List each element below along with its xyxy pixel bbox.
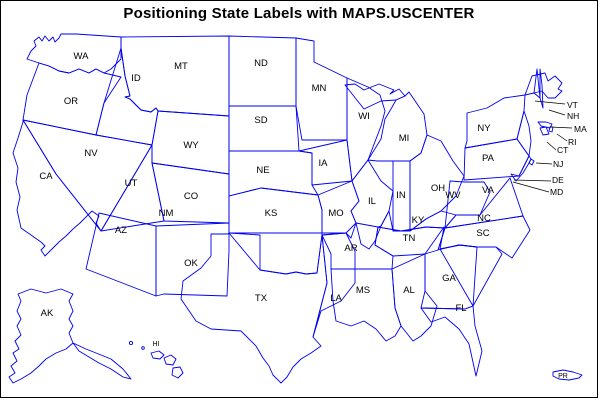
svg-text:MD: MD (550, 187, 563, 197)
svg-text:NE: NE (256, 165, 269, 176)
svg-text:RI: RI (568, 137, 577, 147)
svg-text:SD: SD (254, 115, 267, 126)
svg-text:HI: HI (153, 341, 160, 348)
svg-text:OH: OH (431, 183, 445, 194)
svg-text:MT: MT (174, 61, 188, 72)
svg-text:WV: WV (445, 190, 461, 201)
svg-text:ND: ND (254, 58, 268, 69)
svg-text:LA: LA (330, 293, 342, 304)
svg-text:VA: VA (482, 185, 495, 196)
svg-text:IA: IA (319, 158, 329, 169)
svg-text:SC: SC (476, 228, 489, 239)
svg-text:AL: AL (403, 285, 415, 296)
svg-text:CA: CA (39, 171, 53, 182)
svg-text:OK: OK (184, 258, 198, 269)
svg-text:PA: PA (482, 153, 495, 164)
svg-text:CO: CO (184, 191, 198, 202)
svg-text:GA: GA (442, 273, 456, 284)
svg-text:AR: AR (344, 243, 357, 254)
svg-text:AZ: AZ (115, 225, 127, 236)
svg-text:KY: KY (412, 215, 425, 226)
svg-text:TX: TX (255, 293, 268, 304)
svg-text:NC: NC (477, 213, 491, 224)
svg-text:MA: MA (574, 124, 587, 134)
svg-text:NH: NH (567, 111, 579, 121)
svg-text:MI: MI (399, 133, 410, 144)
svg-text:KS: KS (265, 208, 278, 219)
svg-text:OR: OR (64, 96, 78, 107)
svg-text:MO: MO (328, 208, 343, 219)
svg-text:NJ: NJ (553, 159, 563, 169)
svg-text:PR: PR (558, 373, 568, 380)
svg-text:NV: NV (84, 148, 98, 159)
svg-text:CT: CT (557, 145, 568, 155)
svg-text:TN: TN (403, 233, 416, 244)
svg-text:VT: VT (567, 100, 578, 110)
svg-text:ID: ID (131, 73, 141, 84)
svg-text:DE: DE (552, 175, 564, 185)
svg-text:MN: MN (312, 83, 327, 94)
svg-text:WY: WY (183, 140, 199, 151)
svg-text:NM: NM (159, 208, 174, 219)
svg-text:NY: NY (477, 123, 491, 134)
svg-text:WI: WI (358, 111, 370, 122)
svg-text:UT: UT (125, 178, 138, 189)
svg-text:WA: WA (74, 51, 90, 62)
svg-text:FL: FL (455, 303, 466, 314)
svg-text:MS: MS (356, 285, 370, 296)
svg-text:IL: IL (368, 196, 376, 207)
svg-text:AK: AK (41, 308, 54, 319)
svg-text:IN: IN (396, 190, 406, 201)
